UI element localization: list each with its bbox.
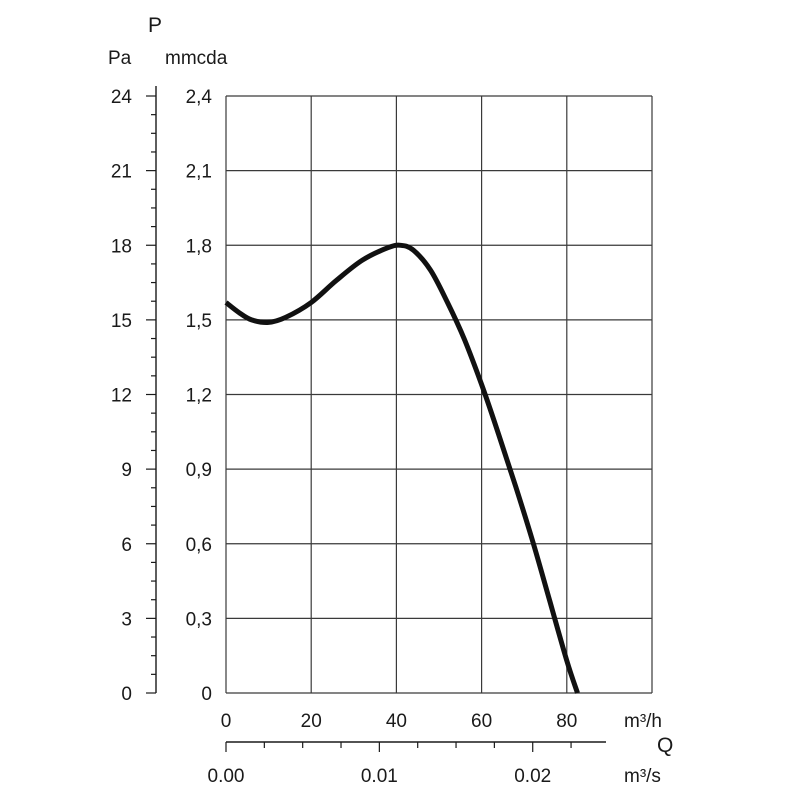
x-quantity-letter: Q <box>657 734 673 757</box>
mmcda-tick-label: 0,9 <box>186 460 212 481</box>
x-primary-unit-label: m³/h <box>624 711 662 732</box>
mmcda-tick-label: 2,4 <box>186 87 213 108</box>
mmcda-tick-label: 0 <box>201 684 212 705</box>
m3h-tick-label: 20 <box>301 711 322 732</box>
tick-labels: 0 3 6 9 12 15 18 21 24 0 0,3 0,6 0,9 1,2 1,5 1,8 2,1 2,4 0… <box>111 87 578 787</box>
pa-tick-label: 24 <box>111 87 133 108</box>
pa-tick-label: 12 <box>111 386 132 407</box>
axes <box>146 86 606 752</box>
pa-tick-label: 0 <box>121 684 132 705</box>
pa-tick-label: 6 <box>121 535 132 556</box>
m3s-tick-label: 0.00 <box>208 766 245 787</box>
mmcda-tick-label: 0,3 <box>186 609 212 630</box>
fan-curve-line <box>224 242 580 694</box>
x-secondary-unit-label: m³/s <box>624 766 661 787</box>
y-quantity-letter: P <box>148 14 162 37</box>
m3h-tick-label: 60 <box>471 711 492 732</box>
m3s-tick-label: 0.01 <box>361 766 398 787</box>
pa-tick-label: 15 <box>111 311 132 332</box>
pa-tick-label: 3 <box>121 609 132 630</box>
y-right-unit-label: mmcda <box>165 48 228 69</box>
mmcda-tick-label: 0,6 <box>186 535 212 556</box>
m3s-tick-label: 0.02 <box>514 766 551 787</box>
pa-tick-label: 18 <box>111 236 132 257</box>
m3h-tick-label: 80 <box>556 711 577 732</box>
pa-tick-label: 21 <box>111 162 132 183</box>
m3h-tick-label: 40 <box>386 711 407 732</box>
mmcda-tick-label: 1,5 <box>186 311 212 332</box>
m3h-tick-label: 0 <box>221 711 232 732</box>
mmcda-tick-label: 1,8 <box>186 236 212 257</box>
mmcda-tick-label: 1,2 <box>186 386 212 407</box>
grid <box>225 95 653 694</box>
series-layer <box>224 242 580 694</box>
pa-tick-label: 9 <box>121 460 132 481</box>
y-left-unit-label: Pa <box>108 48 132 69</box>
mmcda-tick-label: 2,1 <box>186 162 212 183</box>
